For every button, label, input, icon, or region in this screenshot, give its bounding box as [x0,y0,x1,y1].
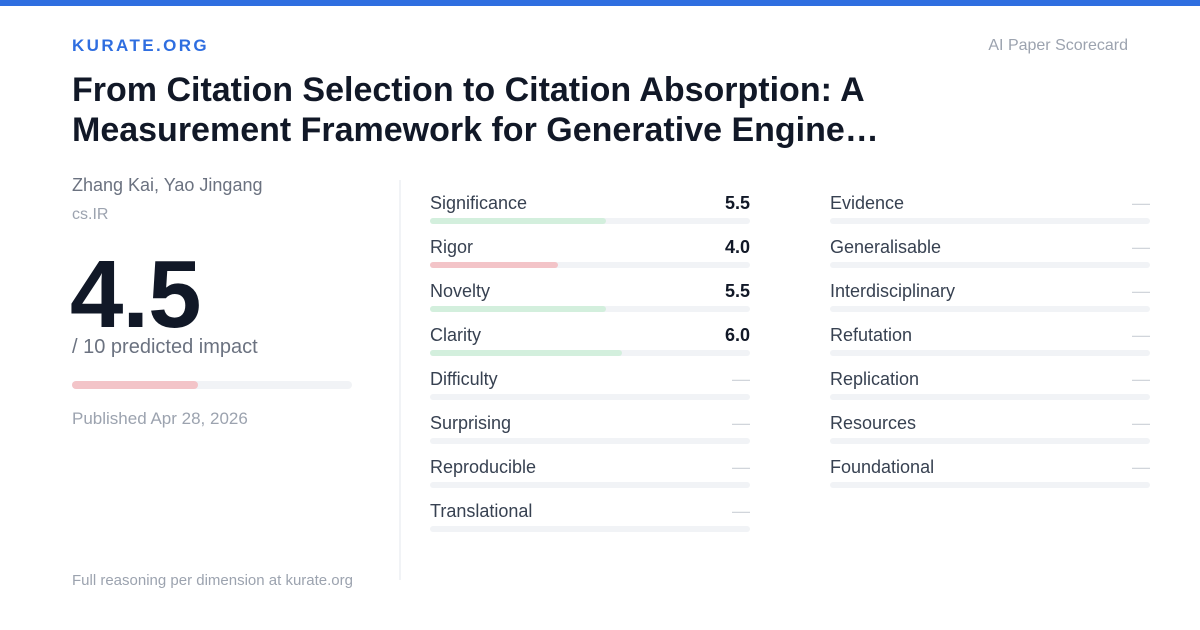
dimension-name: Rigor [430,237,474,257]
published: Published Apr 28, 2026 [72,409,248,428]
dimension-name: Novelty [430,281,491,301]
dimension-bar [430,218,606,224]
dimension-score: — [1132,237,1150,257]
dimension-score: — [1132,193,1150,213]
dimension-track [830,438,1150,444]
dimension-track [430,394,750,400]
dimension-score: — [1132,413,1150,433]
dimension-score: — [732,369,750,389]
dimension-score: — [1132,457,1150,477]
divider [399,180,401,580]
dimension-track [430,526,750,532]
dimension-track [430,262,750,268]
dimension-score: 5.5 [724,193,750,213]
category: cs.IR [72,206,109,223]
dimension-track [830,218,1150,224]
dimension-name: Generalisable [830,237,942,257]
dimension-name: Reproducible [430,457,537,477]
dimension-name: Refutation [830,325,913,345]
dimension-name: Clarity [430,325,482,345]
dimension-name: Significance [430,193,528,213]
dimension-track [830,482,1150,488]
dimension-bar [430,350,622,356]
dimension-name: Resources [830,413,917,433]
dimension-score: — [732,457,750,477]
dimension-bar [430,262,558,268]
dimension-track [830,350,1150,356]
dimension-track [430,350,750,356]
title-line: Measurement Framework for Generative Eng… [72,111,879,149]
dimension-track [830,262,1150,268]
score-bar [72,381,198,389]
score-track [72,381,352,389]
dimension-name: Foundational [830,457,935,477]
dimension-name: Translational [430,501,533,521]
dimension-score: 5.5 [724,281,750,301]
dimension-track [430,218,750,224]
dimension-name: Interdisciplinary [830,281,956,301]
dimension-name: Difficulty [430,369,498,389]
dimension-track [830,306,1150,312]
top-stripe [0,0,1200,6]
dimension-score: 4.0 [724,237,750,257]
dimension-name: Evidence [830,193,905,213]
dimension-score: — [1132,281,1150,301]
tag: AI Paper Scorecard [988,37,1128,54]
dimension-score: — [732,501,750,521]
dimension-score: — [732,413,750,433]
title-line: From Citation Selection to Citation Abso… [72,71,865,109]
dimension-score: — [1132,325,1150,345]
brand: KURATE.ORG [72,36,210,55]
scale: / 10 predicted impact [72,336,258,358]
dimension-score: — [1132,369,1150,389]
score: 4.5 [70,241,201,348]
dimension-bar [430,306,606,312]
dimension-track [430,438,750,444]
dimension-track [430,306,750,312]
dimension-track [430,482,750,488]
dimension-track [830,394,1150,400]
footer: Full reasoning per dimension at kurate.o… [72,572,353,589]
dimension-name: Surprising [430,413,512,433]
dimension-score: 6.0 [724,325,750,345]
dimension-name: Replication [830,369,920,389]
authors: Zhang Kai, Yao Jingang [72,175,263,195]
